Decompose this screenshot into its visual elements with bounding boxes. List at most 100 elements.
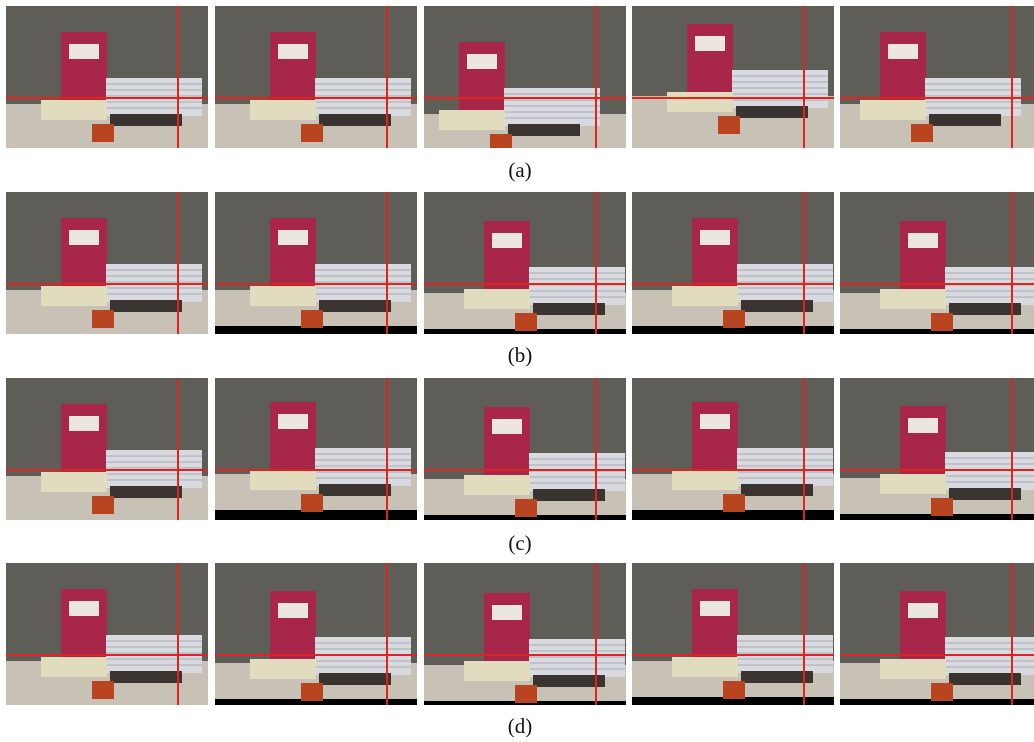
left-books <box>41 657 107 677</box>
thumbnail <box>6 6 208 148</box>
thumbnail <box>215 378 417 520</box>
small-book <box>515 499 537 517</box>
scene <box>840 378 1034 516</box>
small-book <box>718 116 740 134</box>
small-book <box>515 685 537 703</box>
scene <box>840 192 1034 331</box>
caption: (a) <box>508 158 531 182</box>
scene <box>840 6 1034 148</box>
left-books <box>880 289 946 309</box>
scene <box>424 6 626 148</box>
thumbnail <box>632 6 834 148</box>
left-books <box>672 657 738 677</box>
dark-box <box>508 124 580 136</box>
small-book <box>92 124 114 142</box>
left-books <box>464 289 530 309</box>
thumbnail <box>424 563 626 705</box>
notebook-label <box>69 416 99 431</box>
notebook-label <box>908 603 938 618</box>
scene <box>6 563 208 705</box>
thumbnail <box>840 6 1034 148</box>
dark-box <box>736 106 808 118</box>
thumbnail <box>424 378 626 520</box>
thumbnail <box>632 378 834 520</box>
thumbnail <box>215 563 417 705</box>
scene <box>632 192 834 328</box>
dark-box <box>533 675 605 687</box>
notebook-label <box>888 44 918 59</box>
notebook <box>270 591 316 661</box>
caption: (d) <box>508 714 533 738</box>
small-book <box>490 134 512 148</box>
notebook <box>900 591 946 661</box>
small-book <box>723 681 745 699</box>
thumbnail <box>424 6 626 148</box>
scene <box>215 192 417 328</box>
notebook <box>687 24 733 94</box>
notebook-label <box>700 414 730 429</box>
left-books <box>41 472 107 492</box>
small-book <box>931 498 953 516</box>
notebook-label <box>278 230 308 245</box>
dark-box <box>949 488 1021 500</box>
left-books <box>880 474 946 494</box>
scene <box>6 378 208 520</box>
small-book <box>515 313 537 331</box>
notebook-label <box>69 230 99 245</box>
dark-box <box>319 300 391 312</box>
scene <box>632 563 834 699</box>
left-books <box>860 100 926 120</box>
notebook <box>61 589 107 659</box>
notebook <box>900 221 946 291</box>
scene <box>840 563 1034 701</box>
notebook <box>692 589 738 659</box>
left-books <box>464 661 530 681</box>
scene <box>424 192 626 331</box>
small-book <box>931 683 953 701</box>
notebook-label <box>908 233 938 248</box>
left-books <box>672 286 738 306</box>
small-book <box>723 310 745 328</box>
left-books <box>464 475 530 495</box>
notebook <box>61 32 107 102</box>
left-books <box>667 92 733 112</box>
notebook <box>484 593 530 663</box>
left-books <box>250 470 316 490</box>
dark-box <box>110 486 182 498</box>
notebook <box>692 402 738 472</box>
scene <box>6 6 208 148</box>
left-books <box>250 286 316 306</box>
small-book <box>911 124 933 142</box>
thumbnail <box>424 192 626 334</box>
dark-box <box>949 673 1021 685</box>
notebook-label <box>278 44 308 59</box>
notebook-label <box>492 419 522 434</box>
notebook <box>459 42 505 112</box>
notebook-label <box>492 605 522 620</box>
thumbnail <box>215 192 417 334</box>
small-book <box>301 310 323 328</box>
scene <box>632 6 834 148</box>
notebook-label <box>278 414 308 429</box>
notebook <box>270 218 316 288</box>
scene <box>215 563 417 701</box>
left-books <box>41 100 107 120</box>
thumbnail <box>6 192 208 334</box>
dark-box <box>110 114 182 126</box>
dark-box <box>319 484 391 496</box>
dark-box <box>110 300 182 312</box>
notebook <box>692 218 738 288</box>
notebook <box>484 221 530 291</box>
left-books <box>250 659 316 679</box>
notebook <box>270 32 316 102</box>
dark-box <box>949 303 1021 315</box>
notebook <box>900 406 946 476</box>
dark-box <box>741 300 813 312</box>
dark-box <box>319 673 391 685</box>
left-books <box>672 470 738 490</box>
dark-box <box>741 671 813 683</box>
thumbnail <box>632 192 834 334</box>
small-book <box>92 310 114 328</box>
